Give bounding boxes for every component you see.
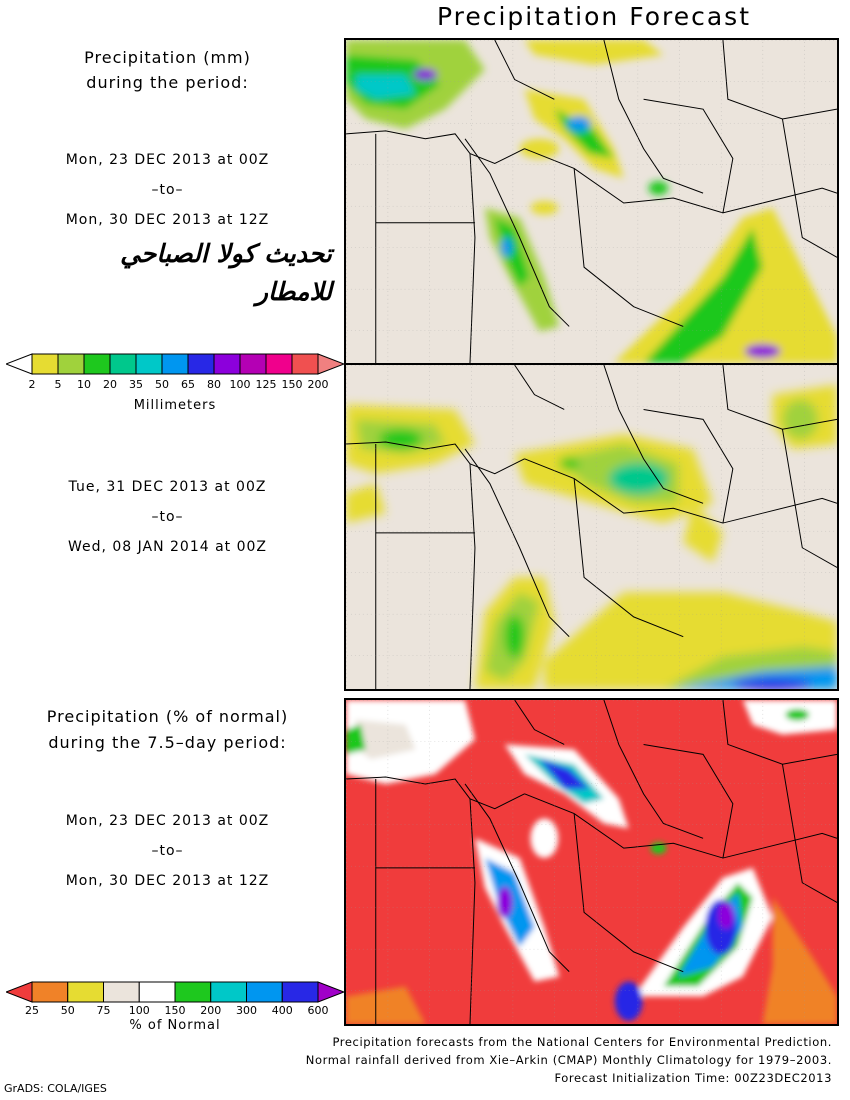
colorbar-swatch xyxy=(210,981,247,1003)
colorbar-swatch xyxy=(281,981,319,1003)
footer-line3: Forecast Initialization Time: 00Z23DEC20… xyxy=(554,1071,832,1085)
colorbar-tick-label: 80 xyxy=(207,378,221,391)
colorbar-tick-label: 50 xyxy=(60,1004,75,1017)
footer-credits: Precipitation forecasts from the Nationa… xyxy=(306,1033,832,1087)
page-title: Precipitation Forecast xyxy=(437,2,751,31)
grads-credit: GrADS: COLA/IGES xyxy=(4,1082,107,1095)
percent-colorbar: 25 50 75 100 150 200 300 400 600 % of Normal xyxy=(6,980,344,1034)
precip-map-week1 xyxy=(344,38,839,365)
colorbar-swatch xyxy=(291,353,319,375)
percent-colorbar-swatches xyxy=(6,981,344,1003)
colorbar-arrow-high xyxy=(317,353,344,375)
colorbar-tick-label: 600 xyxy=(307,1004,329,1017)
colorbar-tick-label: 100 xyxy=(128,1004,150,1017)
colorbar-tick-label: 50 xyxy=(155,378,169,391)
precip-map-week2 xyxy=(344,363,839,691)
arabic-overlay-line2: للامطار xyxy=(255,277,332,306)
colorbar-swatch xyxy=(265,353,293,375)
colorbar-arrow-low xyxy=(6,353,33,375)
percent-colorbar-title: % of Normal xyxy=(129,1018,221,1033)
colorbar-tick-label: 25 xyxy=(25,1004,39,1017)
colorbar-swatch xyxy=(57,353,85,375)
colorbar-tick-label: 125 xyxy=(255,378,277,391)
colorbar-swatch xyxy=(83,353,111,375)
colorbar-tick-label: 10 xyxy=(77,378,91,391)
colorbar-swatch xyxy=(67,981,104,1003)
mm-colorbar-title: Millimeters xyxy=(133,398,217,413)
panel1-heading-line2: during the period: xyxy=(86,73,249,92)
colorbar-swatch xyxy=(239,353,267,375)
colorbar-tick-label: 20 xyxy=(103,378,117,391)
panel3-to-label: –to– xyxy=(151,843,184,859)
colorbar-tick-label: 2 xyxy=(28,378,36,391)
colorbar-tick-label: 65 xyxy=(181,378,195,391)
precip-percent-normal-map xyxy=(344,698,839,1026)
colorbar-swatch xyxy=(138,981,176,1003)
footer-line2: Normal rainfall derived from Xie–Arkin (… xyxy=(305,1053,832,1067)
colorbar-swatch xyxy=(161,353,189,375)
colorbar-tick-label: 300 xyxy=(236,1004,257,1017)
colorbar-swatch xyxy=(103,981,140,1003)
colorbar-tick-label: 5 xyxy=(54,378,62,391)
colorbar-tick-label: 150 xyxy=(281,378,303,391)
panel1-heading-line1: Precipitation (mm) xyxy=(84,48,251,67)
colorbar-swatch xyxy=(31,981,69,1003)
colorbar-tick-label: 75 xyxy=(96,1004,111,1017)
mm-colorbar-swatches xyxy=(6,353,344,375)
colorbar-swatch xyxy=(246,981,283,1003)
panel1-start-date: Mon, 23 DEC 2013 at 00Z xyxy=(65,152,270,168)
footer-line1: Precipitation forecasts from the Nationa… xyxy=(332,1035,832,1049)
colorbar-arrow-high xyxy=(317,981,344,1003)
colorbar-tick-label: 35 xyxy=(129,378,143,391)
colorbar-tick-label: 400 xyxy=(271,1004,293,1017)
panel2-to-label: –to– xyxy=(151,509,184,525)
panel3-heading-line2: during the 7.5–day period: xyxy=(48,733,287,752)
panel1-to-label: –to– xyxy=(151,182,184,198)
arabic-overlay-line1: تحديث كولا الصباحي xyxy=(120,239,332,268)
colorbar-swatch xyxy=(174,981,212,1003)
panel3-heading-line1: Precipitation (% of normal) xyxy=(46,707,289,726)
colorbar-swatch xyxy=(31,353,59,375)
colorbar-tick-label: 200 xyxy=(200,1004,222,1017)
colorbar-arrow-low xyxy=(6,981,33,1003)
colorbar-tick-label: 200 xyxy=(307,378,329,391)
colorbar-tick-label: 150 xyxy=(164,1004,186,1017)
mm-colorbar: 2 5 10 20 35 50 65 80 100 125 150 200 Millimeters xyxy=(6,352,344,414)
panel1-end-date: Mon, 30 DEC 2013 at 12Z xyxy=(65,212,270,228)
colorbar-swatch xyxy=(187,353,215,375)
colorbar-swatch xyxy=(213,353,241,375)
colorbar-swatch xyxy=(135,353,163,375)
panel3-start-date: Mon, 23 DEC 2013 at 00Z xyxy=(65,813,270,829)
panel3-end-date: Mon, 30 DEC 2013 at 12Z xyxy=(65,873,270,889)
panel2-end-date: Wed, 08 JAN 2014 at 00Z xyxy=(67,539,268,555)
colorbar-swatch xyxy=(109,353,137,375)
colorbar-tick-label: 100 xyxy=(229,378,251,391)
panel2-start-date: Tue, 31 DEC 2013 at 00Z xyxy=(68,479,267,495)
